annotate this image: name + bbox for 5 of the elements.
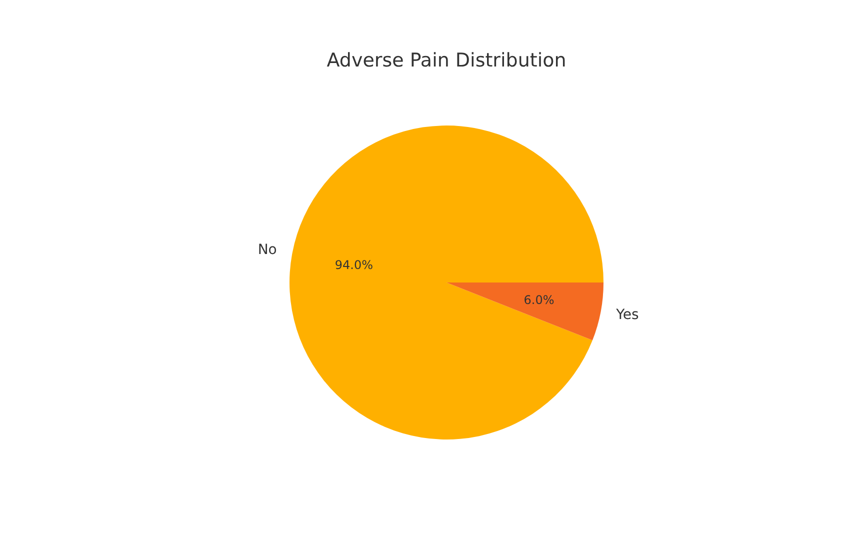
data-label: 94.0% [334, 258, 374, 272]
slice-label: No [258, 242, 277, 258]
slice-label: Yes [615, 306, 639, 323]
data-label: 6.0% [524, 293, 554, 308]
chart-title: Adverse Pain Distribution [326, 50, 566, 72]
